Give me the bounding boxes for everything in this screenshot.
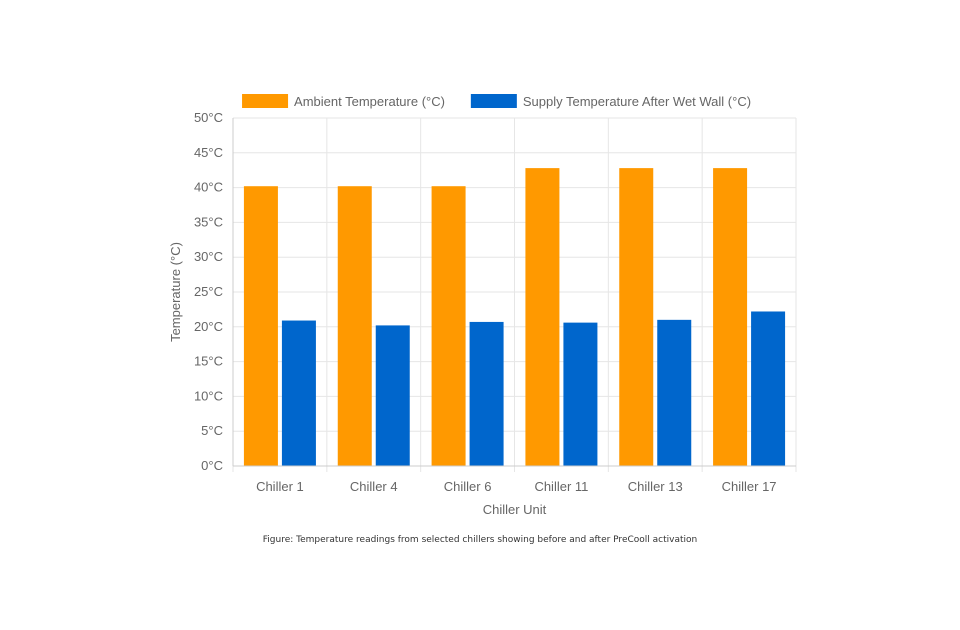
y-tick-label: 5°C [201, 423, 223, 438]
y-tick-label: 15°C [194, 354, 223, 369]
x-tick-label: Chiller 13 [628, 479, 683, 494]
legend-swatch-supply [470, 94, 517, 108]
bars [243, 168, 786, 466]
y-tick-label: 20°C [194, 319, 223, 334]
supply-temperature-bar [375, 325, 410, 466]
supply-temperature-bar [469, 321, 504, 466]
grid [232, 117, 797, 472]
figure-caption: Figure: Temperature readings from select… [262, 535, 698, 545]
x-tick-label: Chiller 11 [534, 479, 588, 494]
ambient-temperature-bar [337, 186, 372, 466]
x-tick-label: Chiller 17 [722, 479, 777, 494]
axes [232, 118, 796, 467]
y-tick-label: 30°C [194, 249, 223, 264]
x-axis-title: Chiller Unit [483, 502, 547, 517]
y-axis-title: Temperature (°C) [168, 242, 183, 342]
legend-label-ambient: Ambient Temperature (°C) [294, 94, 445, 109]
x-tick-label: Chiller 6 [444, 479, 492, 494]
y-tick-label: 45°C [194, 145, 223, 160]
x-tick-label: Chiller 1 [256, 479, 304, 494]
y-tick-label: 50°C [194, 110, 223, 125]
supply-temperature-bar [751, 311, 786, 466]
ambient-temperature-bar [243, 186, 278, 466]
supply-temperature-bar [657, 319, 692, 466]
y-tick-label: 0°C [201, 458, 223, 473]
ambient-temperature-bar [525, 168, 560, 466]
x-tick-labels: Chiller 1 Chiller 4 Chiller 6 Chiller 11 Chi… [256, 479, 776, 494]
ambient-temperature-bar [431, 186, 466, 466]
y-tick-label: 35°C [194, 214, 223, 229]
ambient-temperature-bar [713, 168, 748, 466]
y-tick-labels: 0°C 5°C 10°C 15°C 20°C 25°C 30°C 35°C 40°C 45°C 50… [194, 110, 223, 473]
y-tick-label: 25°C [194, 284, 223, 299]
supply-temperature-bar [563, 322, 598, 466]
supply-temperature-bar [281, 320, 316, 466]
legend-label-supply: Supply Temperature After Wet Wall (°C) [523, 94, 751, 109]
y-tick-label: 10°C [194, 388, 223, 403]
x-tick-label: Chiller 4 [350, 479, 398, 494]
y-tick-label: 40°C [194, 180, 223, 195]
legend: Ambient Temperature (°C) Supply Temperatu… [242, 94, 751, 109]
legend-swatch-ambient [242, 94, 289, 108]
ambient-temperature-bar [619, 168, 654, 466]
